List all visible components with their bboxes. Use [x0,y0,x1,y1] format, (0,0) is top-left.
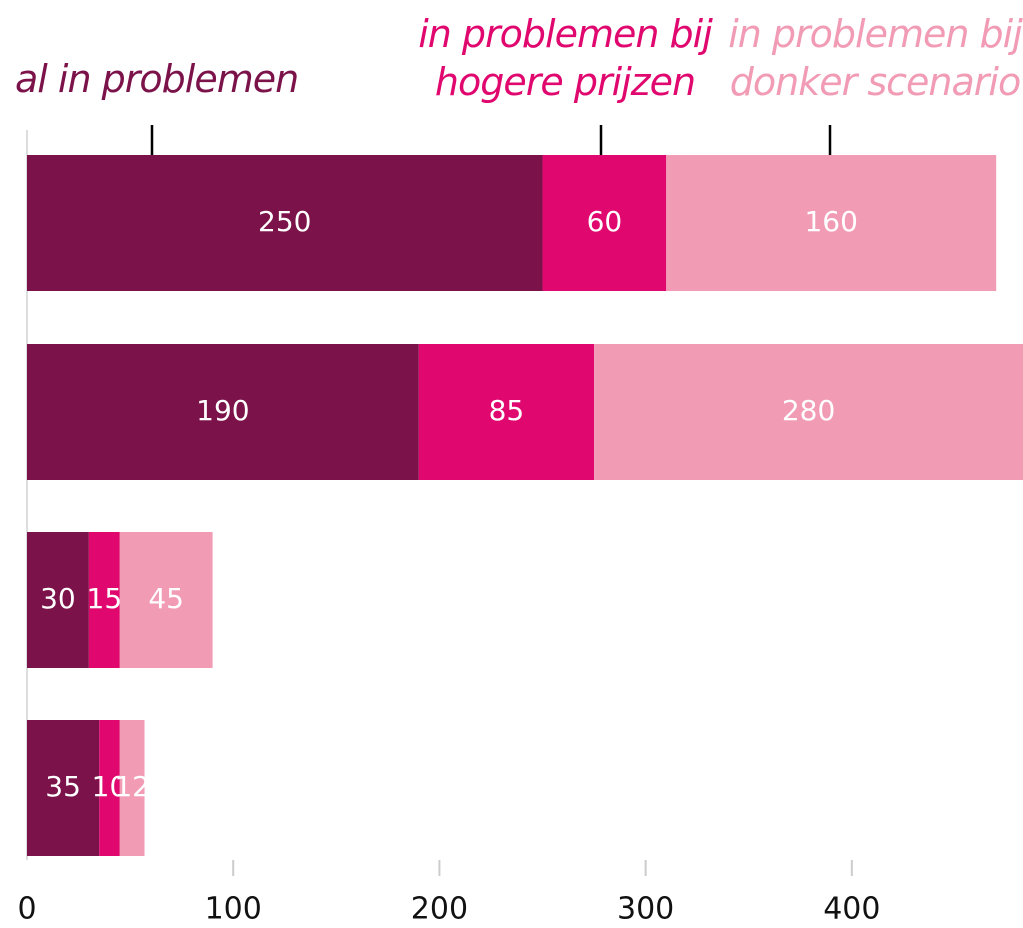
value-label: 12 [114,770,150,803]
legend-entry: in problemen bij hogere prijzen [418,12,713,104]
value-label: 60 [587,205,623,238]
x-tick-label: 300 [617,892,674,927]
value-label: 30 [40,582,76,615]
value-label: 280 [782,394,835,427]
value-label: 250 [258,205,311,238]
x-tick-label: 200 [411,892,468,927]
value-label: 15 [87,582,123,615]
legend-entry: al in problemen [15,57,299,101]
legend-entry: in problemen bij donker scenario [728,12,1023,104]
value-label: 45 [148,582,184,615]
value-label: 35 [45,770,81,803]
bar-segment [88,532,120,668]
bar-segment [418,344,595,480]
bar-segment [27,720,100,856]
bar-segment [542,155,667,291]
bar-segment [119,720,145,856]
bar-segment [27,532,89,668]
value-label: 85 [489,394,525,427]
bar-segment [27,344,419,480]
x-tick-label: 400 [823,892,880,927]
bar-segment [119,532,213,668]
x-tick-label: 0 [17,892,36,927]
value-label: 190 [196,394,249,427]
bar-segment [99,720,120,856]
bar-segment [666,155,997,291]
x-tick-label: 100 [205,892,262,927]
bar-segment [27,155,543,291]
bar-segment [594,344,1023,480]
value-label: 160 [804,205,857,238]
